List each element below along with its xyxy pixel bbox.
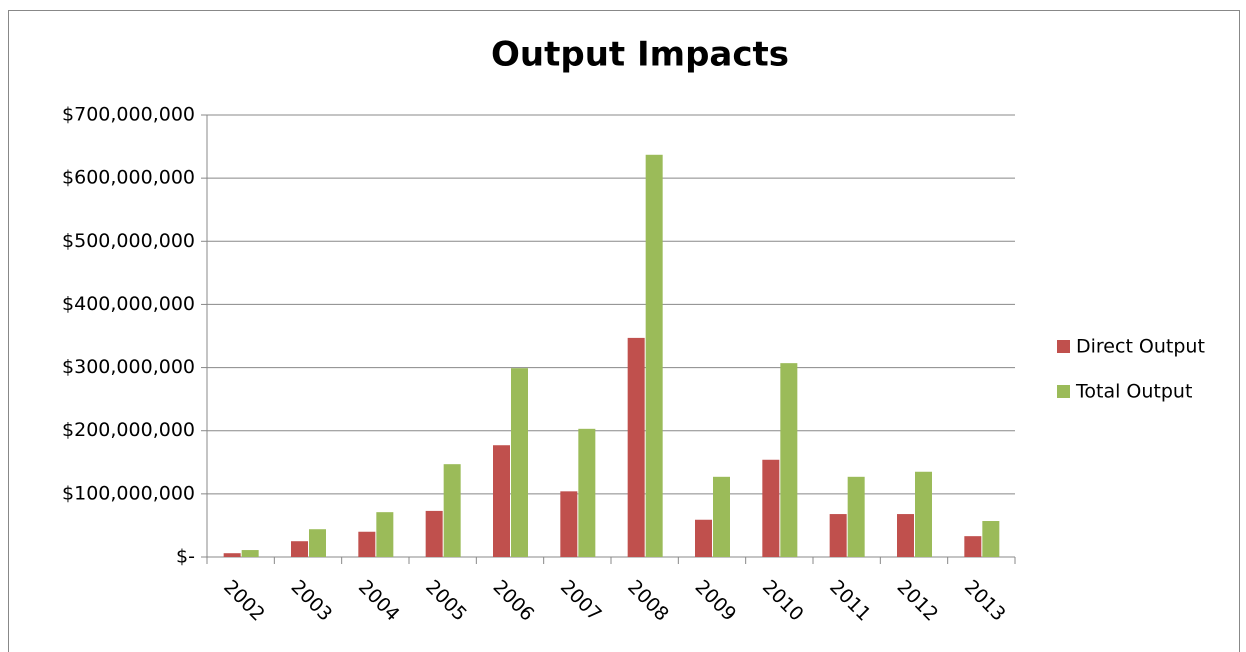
bar — [713, 476, 730, 557]
bar — [982, 521, 1000, 557]
y-tick-label: $200,000,000 — [62, 419, 195, 441]
y-tick-label: $100,000,000 — [62, 482, 195, 504]
bar — [425, 510, 443, 557]
bar — [829, 514, 847, 557]
bar — [358, 531, 376, 557]
bar — [847, 476, 865, 557]
bar — [443, 464, 461, 557]
legend-label: Total Output — [1075, 381, 1192, 403]
y-tick-label: $300,000,000 — [62, 356, 195, 378]
bar — [291, 541, 308, 557]
bar — [645, 154, 663, 557]
bar — [511, 368, 528, 557]
y-tick-label: $- — [176, 546, 195, 568]
bar — [915, 471, 932, 557]
bar — [780, 363, 798, 557]
legend-swatch — [1057, 340, 1070, 353]
y-tick-label: $600,000,000 — [62, 167, 195, 189]
bar — [223, 553, 241, 557]
bar — [376, 512, 394, 557]
bar — [241, 550, 259, 557]
bar — [309, 529, 326, 557]
y-tick-label: $400,000,000 — [62, 293, 195, 315]
bar — [560, 491, 578, 557]
legend-label: Direct Output — [1076, 336, 1205, 358]
bar — [493, 445, 510, 557]
bar — [627, 337, 645, 557]
bar — [762, 459, 780, 557]
y-tick-label: $700,000,000 — [62, 104, 195, 126]
bar — [964, 536, 982, 557]
bar — [695, 519, 712, 557]
legend-swatch — [1057, 385, 1070, 398]
bar — [897, 514, 914, 557]
chart-title: Output Impacts — [491, 35, 789, 75]
bar — [578, 428, 596, 557]
chart-border — [8, 10, 1240, 652]
y-tick-label: $500,000,000 — [62, 230, 195, 252]
